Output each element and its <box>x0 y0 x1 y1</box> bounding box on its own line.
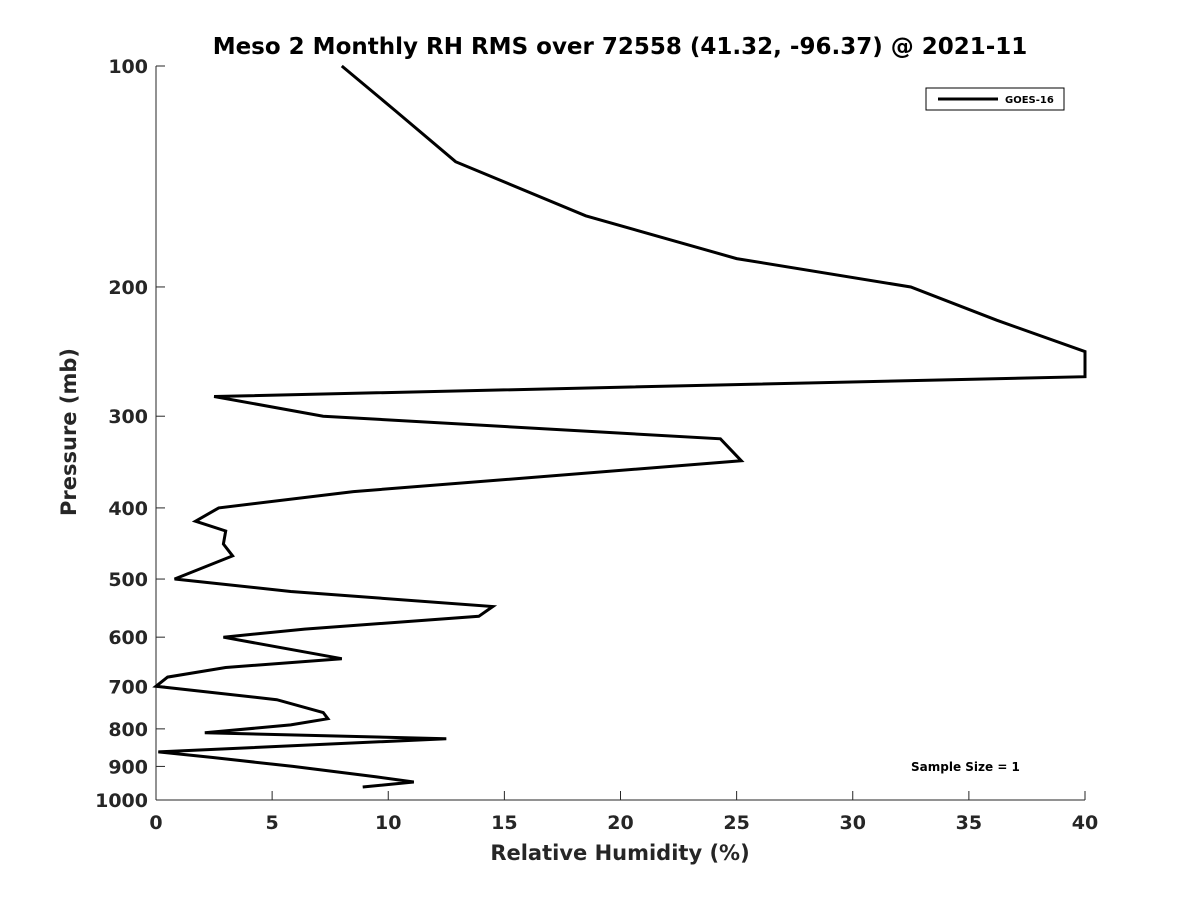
plot-area <box>152 64 1087 789</box>
y-tick-label: 100 <box>108 56 148 78</box>
x-tick-label: 25 <box>723 812 749 834</box>
y-tick-label: 800 <box>108 719 148 741</box>
chart-title: Meso 2 Monthly RH RMS over 72558 (41.32,… <box>213 34 1028 60</box>
legend-label: GOES-16 <box>1005 95 1054 106</box>
x-tick-label: 20 <box>607 812 633 834</box>
sample-size-annotation: Sample Size = 1 <box>911 760 1020 774</box>
series-line-0 <box>152 64 1087 789</box>
y-tick-label: 400 <box>108 498 148 520</box>
x-tick-label: 0 <box>149 812 162 834</box>
legend: GOES-16 <box>925 87 1065 111</box>
y-axis-ticks: 100 200 300 400 500 600 700 800 900 1000 <box>95 56 165 812</box>
x-tick-label: 40 <box>1072 812 1098 834</box>
x-axis-label: Relative Humidity (%) <box>490 841 749 865</box>
x-tick-label: 5 <box>266 812 279 834</box>
y-tick-label: 200 <box>108 277 148 299</box>
x-axis-ticks: 0 5 10 15 20 25 30 35 40 <box>149 791 1098 834</box>
x-tick-label: 30 <box>840 812 866 834</box>
y-tick-label: 700 <box>108 676 148 698</box>
x-tick-label: 10 <box>375 812 401 834</box>
x-tick-label: 35 <box>956 812 982 834</box>
y-axis-label: Pressure (mb) <box>57 348 81 516</box>
y-tick-label: 1000 <box>95 790 148 812</box>
y-tick-label: 500 <box>108 569 148 591</box>
x-tick-label: 15 <box>491 812 517 834</box>
y-tick-label: 600 <box>108 627 148 649</box>
y-tick-label: 900 <box>108 756 148 778</box>
y-tick-label: 300 <box>108 406 148 428</box>
